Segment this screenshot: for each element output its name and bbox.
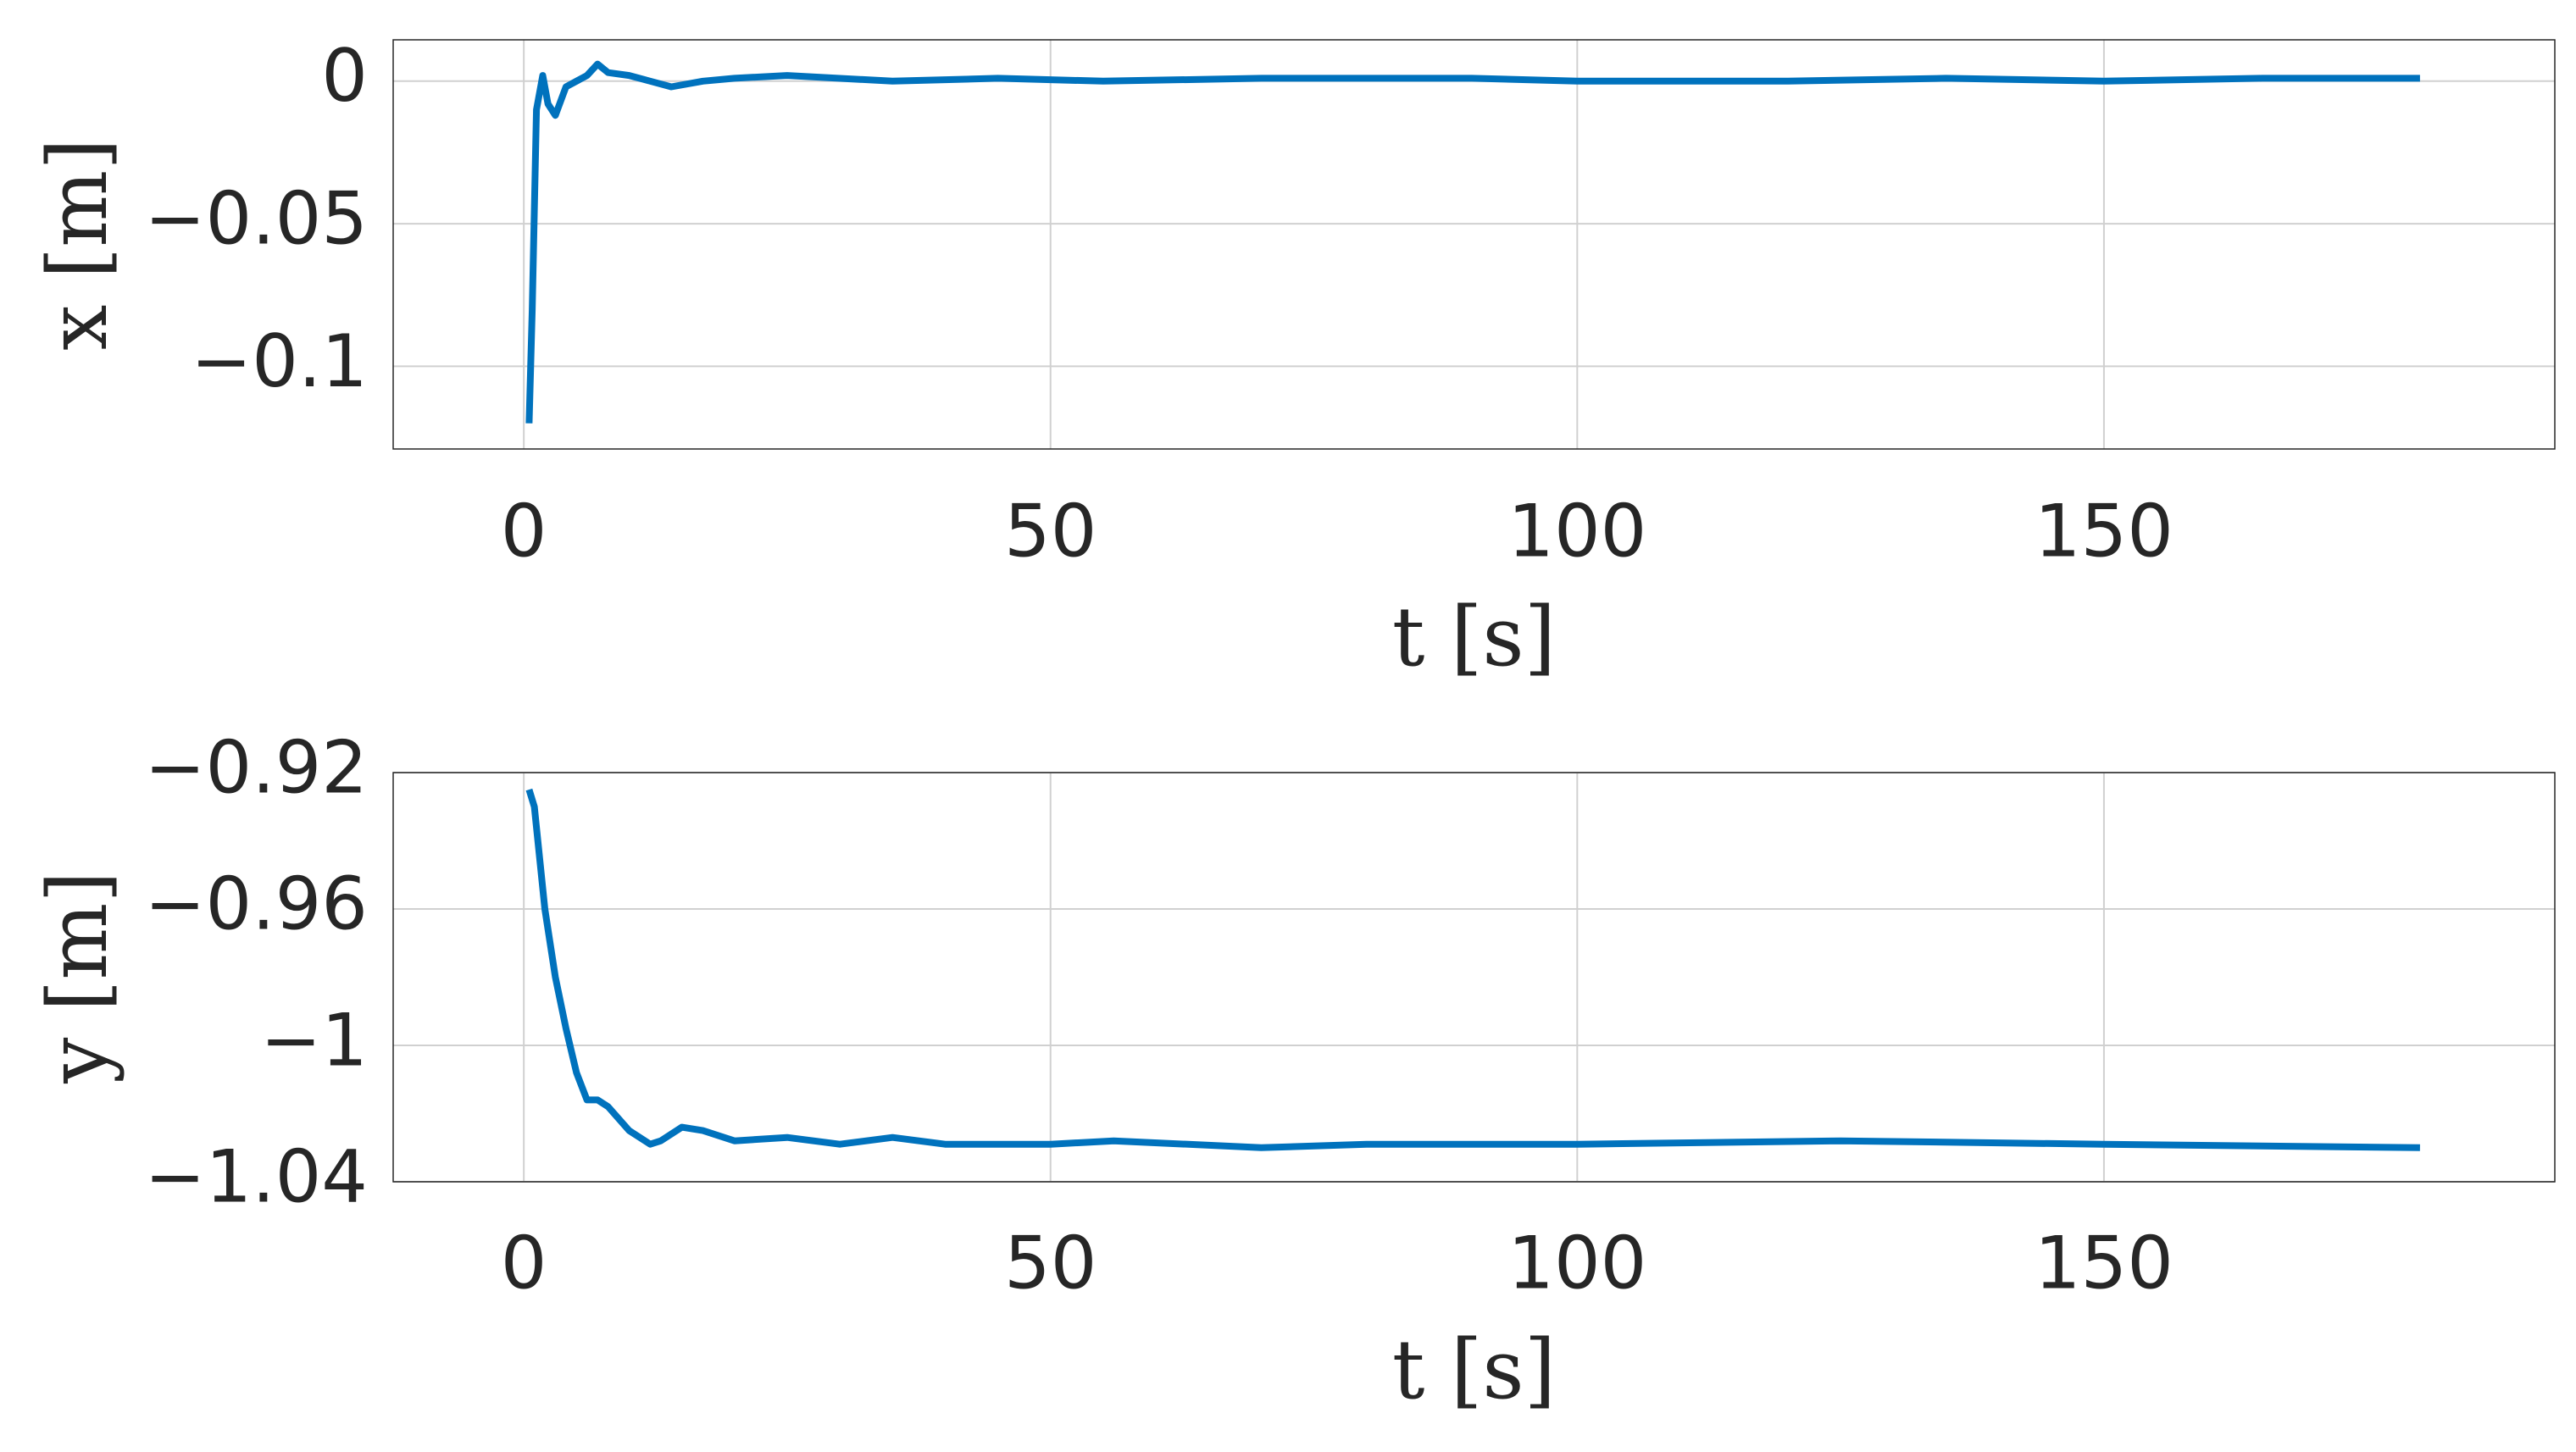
axes-box — [392, 772, 2556, 1183]
x-tick-label: 150 — [2035, 1221, 2174, 1305]
plot-area — [393, 40, 2555, 449]
y-axis-label: x [m] — [31, 138, 125, 351]
x-tick-label: 0 — [501, 489, 547, 574]
x-axis-label: t [s] — [1392, 590, 1556, 684]
y-axis-label: y [m] — [31, 871, 125, 1084]
data-line — [525, 788, 2420, 1151]
x-tick-label: 150 — [2035, 489, 2174, 574]
x-tick-label: 100 — [1507, 1221, 1646, 1305]
y-tick-label: −1 — [260, 998, 368, 1083]
data-line — [525, 60, 2420, 424]
y-tick-label: −0.96 — [144, 862, 368, 946]
y-tick-label: −0.92 — [144, 725, 368, 810]
x-tick-label: 50 — [1004, 1221, 1096, 1305]
y-tick-label: −0.1 — [191, 319, 368, 404]
plot-area — [393, 773, 2555, 1182]
y-tick-label: −1.04 — [144, 1134, 368, 1219]
x-tick-label: 0 — [501, 1221, 547, 1305]
x-tick-label: 50 — [1004, 489, 1096, 574]
y-tick-label: 0 — [321, 34, 368, 119]
x-axis-label: t [s] — [1392, 1322, 1556, 1417]
axes-box — [392, 39, 2556, 450]
y-tick-label: −0.05 — [144, 177, 368, 262]
x-tick-label: 100 — [1507, 489, 1646, 574]
